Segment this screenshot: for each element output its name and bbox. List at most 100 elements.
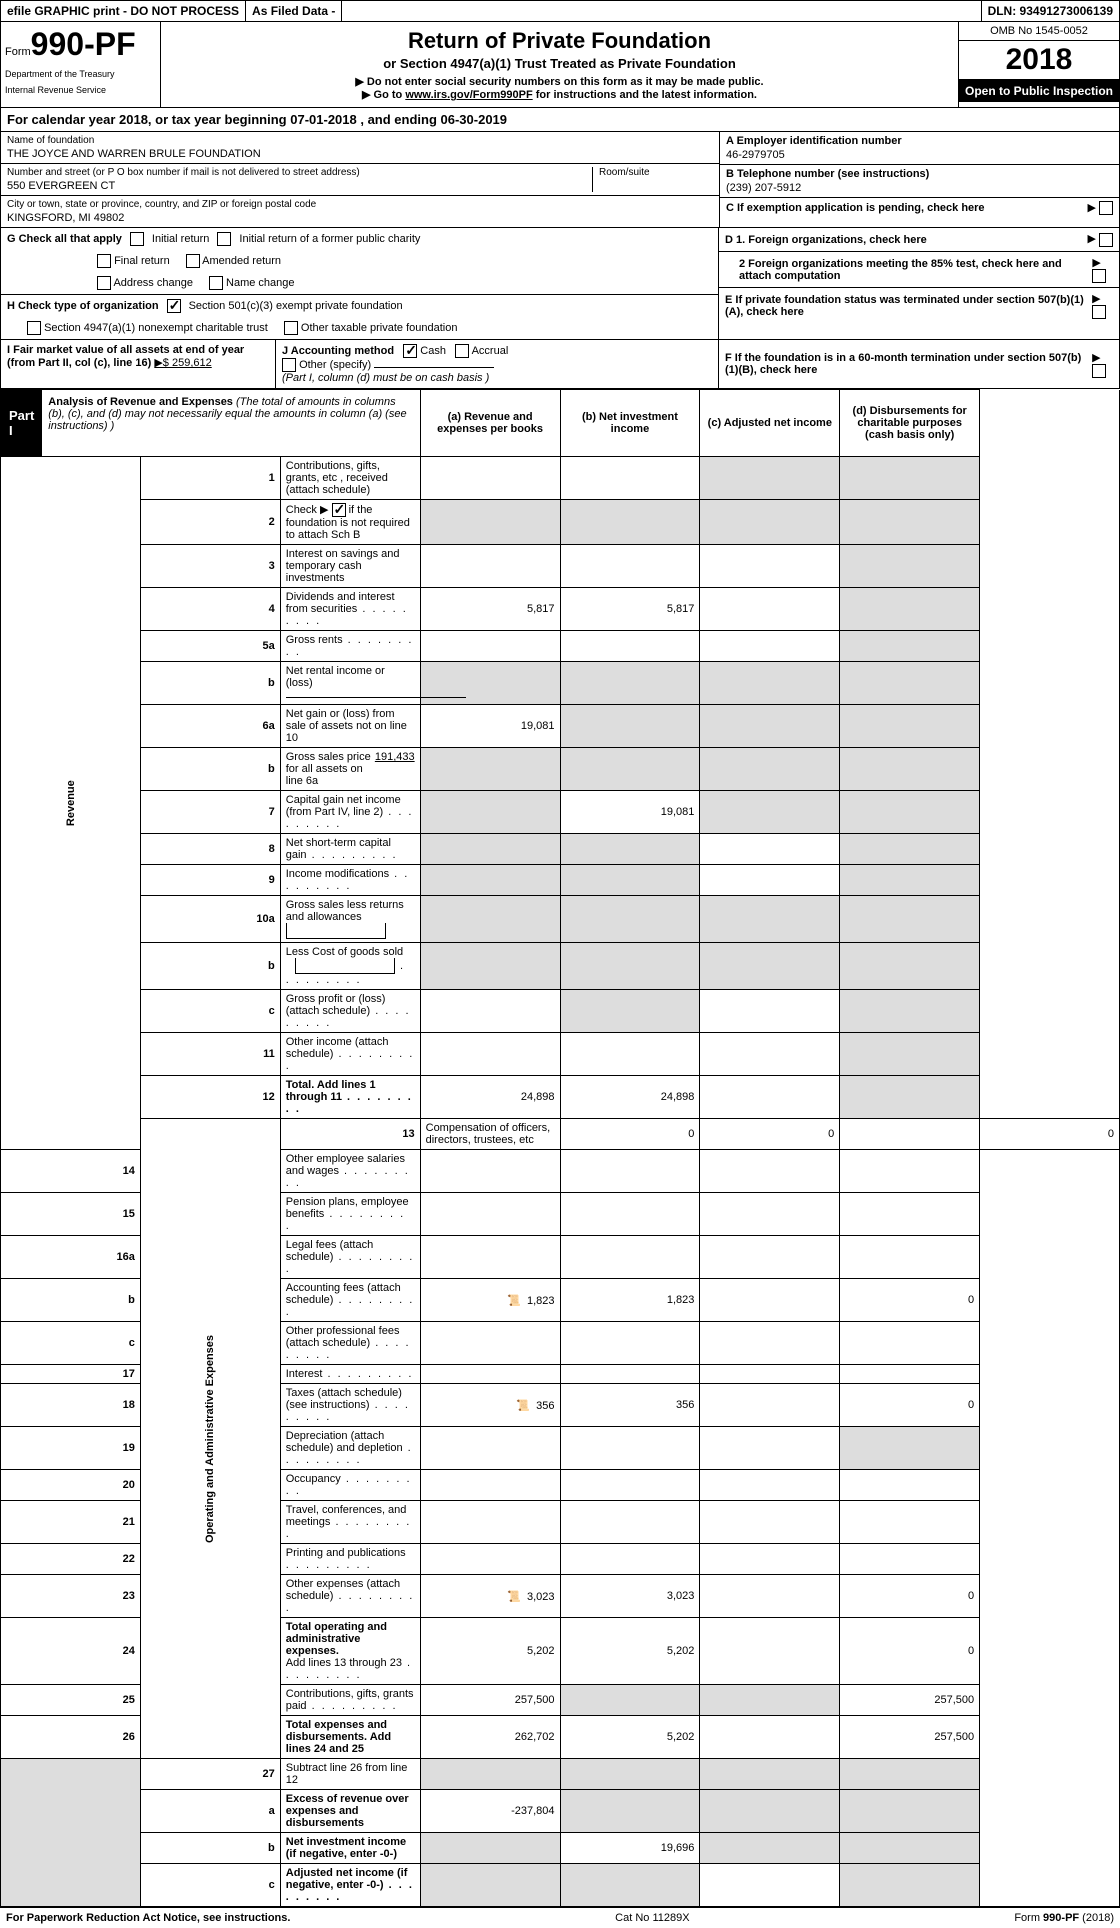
e-checkbox[interactable] bbox=[1092, 305, 1106, 319]
r25-d: 257,500 bbox=[840, 1685, 980, 1716]
address-change-label: Address change bbox=[113, 277, 193, 289]
as-filed: As Filed Data - bbox=[246, 1, 342, 21]
row-7: 7Capital gain net income (from Part IV, … bbox=[1, 791, 1120, 834]
row-5b: bNet rental income or (loss) bbox=[1, 662, 1120, 705]
501c3-label: Section 501(c)(3) exempt private foundat… bbox=[189, 300, 403, 312]
4947-checkbox[interactable] bbox=[27, 321, 41, 335]
tel-label: B Telephone number (see instructions) bbox=[726, 168, 1113, 180]
other-method-checkbox[interactable] bbox=[282, 358, 296, 372]
final-return-checkbox[interactable] bbox=[97, 254, 111, 268]
form-prefix: Form bbox=[5, 46, 31, 58]
row-5a: 5aGross rents bbox=[1, 631, 1120, 662]
501c3-checkbox[interactable] bbox=[167, 299, 181, 313]
r11-desc: Other income (attach schedule) bbox=[280, 1033, 420, 1076]
ein-value: 46-2979705 bbox=[726, 147, 1113, 161]
r9-desc: Income modifications bbox=[280, 865, 420, 896]
footer-right: Form 990-PF (2018) bbox=[1014, 1912, 1114, 1924]
r4-a: 5,817 bbox=[420, 588, 560, 631]
cash-checkbox[interactable] bbox=[403, 344, 417, 358]
r12-b: 24,898 bbox=[560, 1076, 700, 1119]
r1-desc: Contributions, gifts, grants, etc , rece… bbox=[280, 457, 420, 500]
row-3: 3Interest on savings and temporary cash … bbox=[1, 545, 1120, 588]
name-change-checkbox[interactable] bbox=[209, 276, 223, 290]
row-11: 11Other income (attach schedule) bbox=[1, 1033, 1120, 1076]
exemption-checkbox[interactable] bbox=[1099, 201, 1113, 215]
tax-year: 2018 bbox=[959, 41, 1119, 80]
r7-b: 19,081 bbox=[560, 791, 700, 834]
amended-return-checkbox[interactable] bbox=[186, 254, 200, 268]
h-label: H Check type of organization bbox=[7, 300, 159, 312]
r19-desc: Depreciation (attach schedule) and deple… bbox=[280, 1427, 420, 1470]
note2-post: for instructions and the latest informat… bbox=[533, 89, 757, 101]
form-subtitle: or Section 4947(a)(1) Trust Treated as P… bbox=[167, 56, 952, 71]
col-d-header: (d) Disbursements for charitable purpose… bbox=[840, 390, 980, 457]
r23-b: 3,023 bbox=[560, 1575, 700, 1618]
f-checkbox[interactable] bbox=[1092, 364, 1106, 378]
scroll-icon[interactable]: 📜 bbox=[507, 1590, 521, 1603]
i-value: ▶$ 259,612 bbox=[154, 357, 211, 369]
col-c-header: (c) Adjusted net income bbox=[700, 390, 840, 457]
r16b-d: 0 bbox=[840, 1279, 980, 1322]
form-title: Return of Private Foundation bbox=[167, 28, 952, 54]
row-10b: bLess Cost of goods sold bbox=[1, 943, 1120, 990]
dept-irs: Internal Revenue Service bbox=[5, 85, 156, 95]
d2-label: 2 Foreign organizations meeting the 85% … bbox=[725, 258, 1084, 282]
arrow-icon: ▶ bbox=[1087, 201, 1095, 214]
r22-desc: Printing and publications bbox=[280, 1544, 420, 1575]
r24-desc: Total operating and administrative expen… bbox=[280, 1618, 420, 1685]
r26-b: 5,202 bbox=[560, 1716, 700, 1759]
calyear-end: 06-30-2019 bbox=[441, 112, 508, 127]
cash-label: Cash bbox=[420, 345, 446, 357]
r8-desc: Net short-term capital gain bbox=[280, 834, 420, 865]
foundation-name-row: Name of foundation THE JOYCE AND WARREN … bbox=[1, 132, 719, 164]
dln: DLN: 93491273006139 bbox=[982, 1, 1119, 21]
r16b-a: 📜 1,823 bbox=[420, 1279, 560, 1322]
city: KINGSFORD, MI 49802 bbox=[7, 210, 713, 224]
r24-d: 0 bbox=[840, 1618, 980, 1685]
r21-desc: Travel, conferences, and meetings bbox=[280, 1501, 420, 1544]
address-change-checkbox[interactable] bbox=[97, 276, 111, 290]
part1-tag: Part I bbox=[1, 390, 42, 456]
checkbox-section: G Check all that apply Initial return In… bbox=[0, 228, 1120, 340]
d2-checkbox[interactable] bbox=[1092, 269, 1106, 283]
schb-checkbox[interactable] bbox=[332, 503, 346, 517]
calendar-year-row: For calendar year 2018, or tax year begi… bbox=[0, 108, 1120, 132]
accrual-checkbox[interactable] bbox=[455, 344, 469, 358]
r13-d: 0 bbox=[980, 1119, 1120, 1150]
r25-a: 257,500 bbox=[420, 1685, 560, 1716]
foundation-name: THE JOYCE AND WARREN BRULE FOUNDATION bbox=[7, 146, 713, 160]
scroll-icon[interactable]: 📜 bbox=[516, 1399, 530, 1412]
r17-desc: Interest bbox=[280, 1365, 420, 1384]
info-block: Name of foundation THE JOYCE AND WARREN … bbox=[0, 132, 1120, 228]
exemption-row: C If exemption application is pending, c… bbox=[720, 198, 1119, 218]
r12-desc: Total. Add lines 1 through 11 bbox=[280, 1076, 420, 1119]
d1-row: D 1. Foreign organizations, check here ▶ bbox=[719, 228, 1119, 252]
scroll-icon[interactable]: 📜 bbox=[507, 1294, 521, 1307]
r18-b: 356 bbox=[560, 1384, 700, 1427]
accrual-label: Accrual bbox=[472, 345, 509, 357]
row-12: 12Total. Add lines 1 through 1124,89824,… bbox=[1, 1076, 1120, 1119]
col-a-header: (a) Revenue and expenses per books bbox=[420, 390, 560, 457]
address-row: Number and street (or P O box number if … bbox=[1, 164, 719, 196]
page-footer: For Paperwork Reduction Act Notice, see … bbox=[0, 1907, 1120, 1928]
f-label: F If the foundation is in a 60-month ter… bbox=[725, 352, 1092, 376]
checks-left: G Check all that apply Initial return In… bbox=[1, 228, 719, 339]
d1-checkbox[interactable] bbox=[1099, 233, 1113, 247]
row-9: 9Income modifications bbox=[1, 865, 1120, 896]
r4-b: 5,817 bbox=[560, 588, 700, 631]
r10a-desc: Gross sales less returns and allowances bbox=[280, 896, 420, 943]
initial-former-checkbox[interactable] bbox=[217, 232, 231, 246]
final-label: Final return bbox=[114, 255, 170, 267]
name-change-label: Name change bbox=[226, 277, 295, 289]
calyear-mid: , and ending bbox=[357, 112, 441, 127]
j-note: (Part I, column (d) must be on cash basi… bbox=[282, 372, 489, 384]
other-taxable-checkbox[interactable] bbox=[284, 321, 298, 335]
initial-return-label: Initial return bbox=[152, 233, 209, 245]
r10c-desc: Gross profit or (loss) (attach schedule) bbox=[280, 990, 420, 1033]
r24-a: 5,202 bbox=[420, 1618, 560, 1685]
irs-link[interactable]: www.irs.gov/Form990PF bbox=[405, 89, 532, 101]
ein-row: A Employer identification number 46-2979… bbox=[720, 132, 1119, 165]
initial-return-checkbox[interactable] bbox=[130, 232, 144, 246]
r6b-val: 191,433 bbox=[375, 751, 415, 787]
row-6b: bGross sales price for all assets on lin… bbox=[1, 748, 1120, 791]
